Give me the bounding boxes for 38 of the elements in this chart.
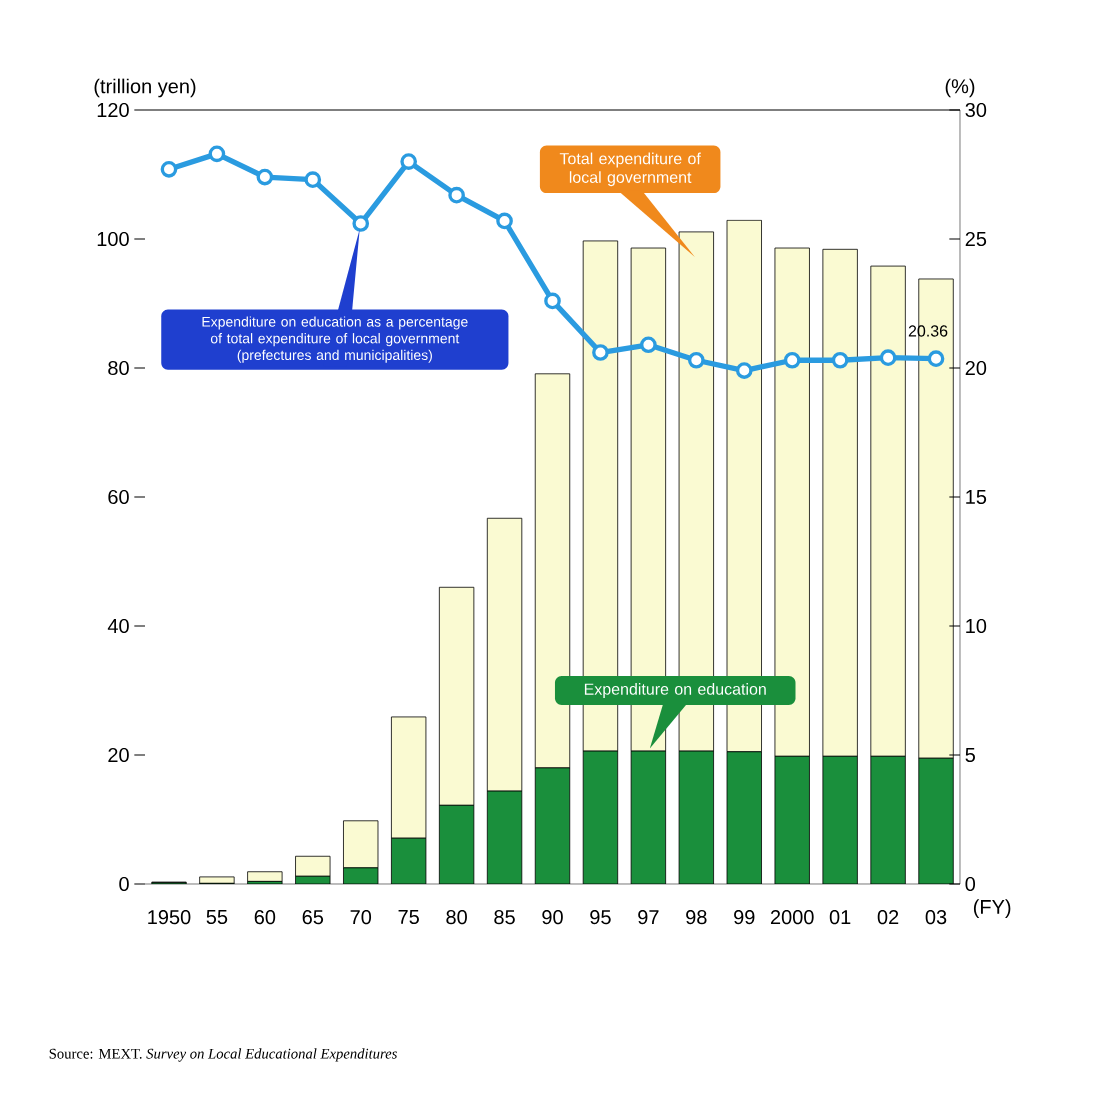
x-tick-label: 03 [925, 910, 947, 925]
y-tick-label: 60 [108, 489, 129, 505]
x-tick-label: 75 [398, 910, 419, 924]
x-axis-title: (FY) [973, 899, 1011, 918]
y-tick-label: 80 [108, 360, 129, 376]
y2-tick-label: 10 [966, 618, 987, 634]
x-tick-label: 01 [829, 910, 851, 925]
x-tick-label: 02 [877, 910, 899, 925]
x-tick-label: 98 [686, 910, 707, 925]
text: Total expenditure of local government [559, 152, 701, 187]
y2-tick-label: 30 [965, 102, 987, 118]
x-tick-label: 99 [734, 910, 755, 925]
text: Expenditure on education as a percentage of total expenditure of local government (prefectures and municipalities) [202, 316, 468, 363]
x-tick-label: 1950 [148, 910, 191, 925]
y2-tick-label: 25 [965, 231, 987, 247]
y-tick-label: 0 [119, 876, 129, 892]
y-tick-label: 100 [97, 231, 129, 247]
x-tick-label: 97 [638, 910, 659, 925]
y2-tick-label: 20 [965, 360, 987, 376]
x-tick-label: 55 [206, 910, 228, 924]
y2-tick-label: 0 [965, 876, 976, 892]
x-tick-label: 85 [494, 910, 515, 925]
y-tick-label: 40 [107, 618, 129, 634]
x-tick-label: 95 [590, 910, 611, 925]
x-tick-label: 65 [302, 910, 324, 925]
x-tick-label: 90 [542, 910, 563, 925]
y-axis-title: (trillion yen) [94, 78, 196, 98]
y2-tick-label: 15 [966, 490, 987, 504]
x-tick-label: 70 [350, 910, 372, 925]
y-tick-label: 120 [97, 102, 129, 118]
x-tick-label: 60 [254, 910, 276, 925]
y-tick-label: 20 [108, 747, 129, 763]
text: Expenditure on education [584, 683, 766, 698]
source-note: Source: MEXT. Survey on Local Educational Expenditures [49, 1048, 397, 1062]
x-tick-label: 2000 [770, 910, 814, 925]
x-tick-label: 80 [446, 910, 467, 925]
y2-tick-label: 5 [965, 748, 975, 762]
y2-axis-title: (%) [945, 78, 975, 98]
